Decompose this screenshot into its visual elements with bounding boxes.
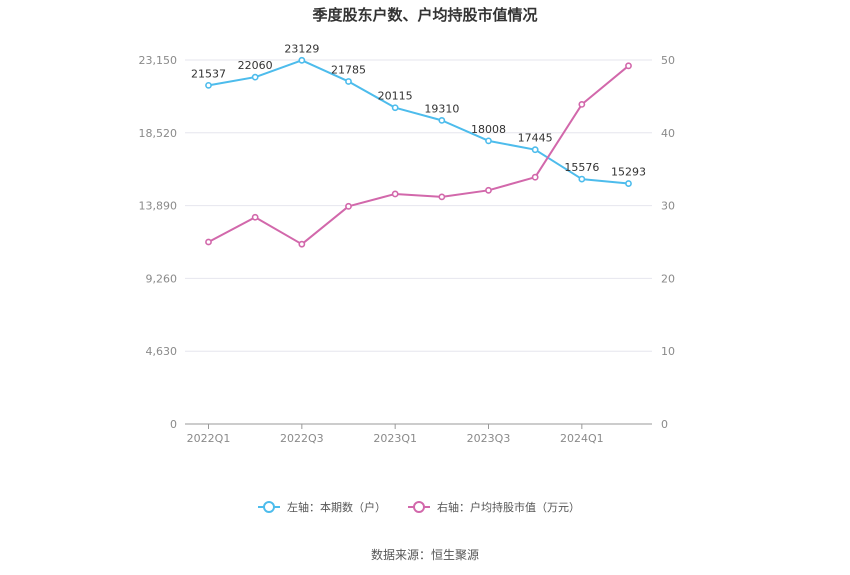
x-axis-tick-label: 2024Q1: [560, 432, 604, 445]
data-point: [625, 180, 632, 187]
source-note: 数据来源：恒生聚源: [371, 547, 479, 562]
data-label: 15576: [564, 161, 599, 174]
data-label: 19310: [424, 102, 459, 115]
data-label: 17445: [518, 132, 553, 145]
data-point: [531, 173, 539, 181]
left-axis-tick-label: 23,150: [139, 54, 178, 67]
x-axis-tick-label: 2022Q3: [280, 432, 324, 445]
right-axis-tick-label: 30: [661, 200, 675, 213]
data-point: [251, 213, 259, 221]
data-point: [298, 56, 306, 64]
data-point: [438, 193, 446, 201]
data-label: 15293: [611, 166, 646, 179]
data-label: 21785: [331, 63, 366, 76]
data-label: 21537: [191, 67, 226, 80]
legend-item-right[interactable]: 右轴：户均持股市值（万元）: [408, 500, 580, 514]
series-line-left: [208, 59, 629, 185]
legend-marker: [413, 501, 425, 513]
legend-label: 左轴：本期数（户）: [287, 500, 386, 514]
data-point: [205, 238, 212, 246]
left-axis-tick-label: 13,890: [139, 200, 178, 213]
data-point: [438, 116, 446, 124]
data-point: [251, 73, 259, 81]
series-line-right: [208, 65, 630, 246]
left-axis-tick-label: 18,520: [139, 127, 178, 140]
left-axis-tick-label: 0: [170, 418, 177, 431]
data-labels: 21537 22060 23129 21785 20115 19310 18008 17445…: [191, 42, 646, 178]
right-axis-tick-label: 0: [661, 418, 668, 431]
data-point: [298, 240, 306, 248]
data-point: [578, 175, 586, 183]
data-label: 23129: [284, 42, 319, 55]
data-point: [205, 81, 212, 89]
left-axis-tick-label: 9,260: [146, 272, 178, 285]
chart-title: 季度股东户数、户均持股市值情况: [312, 6, 537, 24]
data-point: [531, 146, 539, 154]
right-axis-tick-label: 20: [661, 272, 675, 285]
legend-marker: [263, 501, 275, 513]
data-point: [485, 186, 492, 194]
grid: [185, 59, 652, 352]
series-layer: [205, 56, 632, 248]
x-axis-tick-label: 2022Q1: [187, 432, 231, 445]
right-axis-tick-label: 40: [661, 127, 675, 140]
left-axis-tick-label: 4,630: [146, 345, 178, 358]
data-point: [345, 78, 352, 85]
right-axis-tick-label: 50: [661, 54, 675, 67]
legend[interactable]: 左轴：本期数（户） 右轴：户均持股市值（万元）: [258, 500, 580, 514]
legend-item-left[interactable]: 左轴：本期数（户）: [258, 500, 386, 514]
data-point: [391, 190, 399, 198]
data-label: 22060: [238, 59, 273, 72]
axes: 0 0 4,630 10 9,260 20 13,890 30 18,520 40 23,150 50…: [139, 54, 676, 445]
data-point: [578, 101, 586, 108]
data-label: 20115: [378, 90, 413, 103]
x-axis-tick-label: 2023Q3: [467, 432, 511, 445]
data-point: [391, 104, 399, 112]
data-label: 18008: [471, 123, 506, 136]
data-point: [625, 62, 632, 70]
right-axis-tick-label: 10: [661, 345, 675, 358]
x-axis-tick-label: 2023Q1: [373, 432, 417, 445]
data-point: [485, 137, 492, 145]
data-point: [345, 202, 352, 210]
legend-label: 右轴：户均持股市值（万元）: [437, 500, 580, 514]
